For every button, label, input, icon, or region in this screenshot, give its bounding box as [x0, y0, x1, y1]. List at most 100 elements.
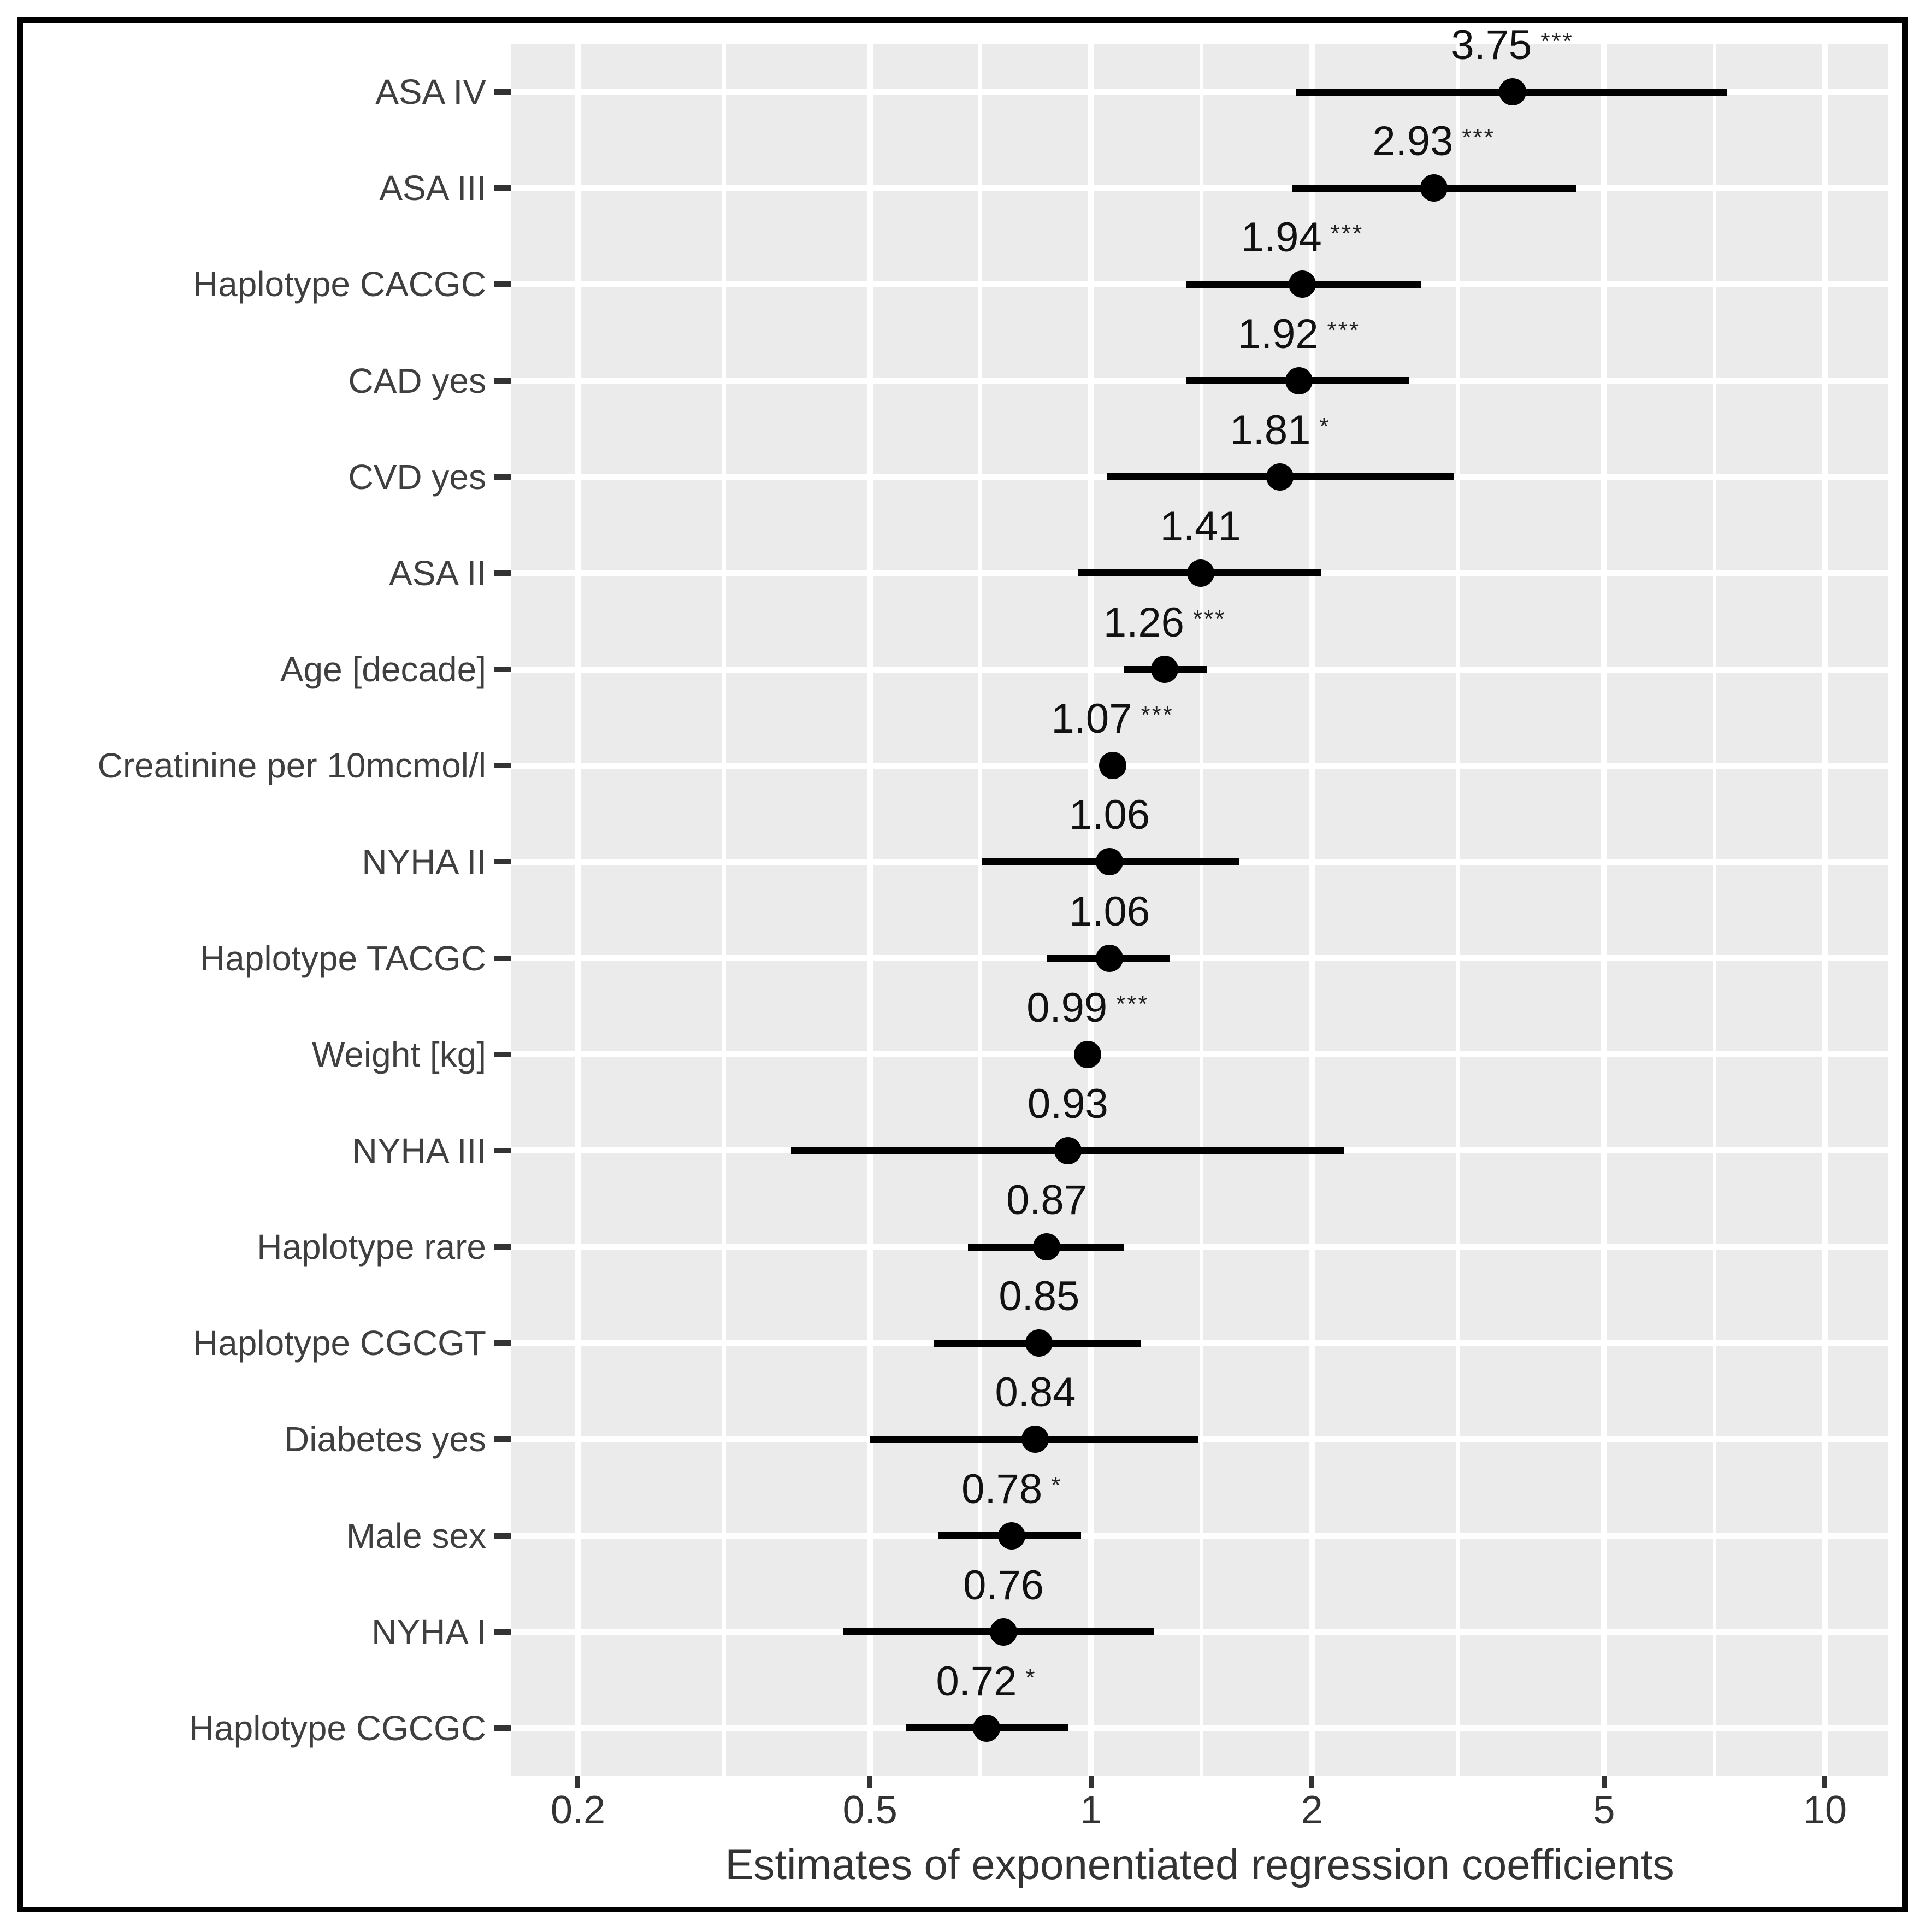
estimate-number: 0.84	[995, 1369, 1076, 1416]
row-label: ASA III	[379, 168, 486, 208]
estimate-value-label: 0.93	[1028, 1081, 1108, 1127]
gridline-vertical-major	[866, 44, 873, 1776]
significance-stars: ***	[1540, 28, 1574, 55]
estimate-dot	[1099, 752, 1126, 780]
estimate-number: 0.72	[936, 1658, 1017, 1705]
row-label: Creatinine per 10mcmol/l	[97, 746, 486, 786]
y-tick-mark	[494, 89, 511, 95]
estimate-dot	[1021, 1426, 1049, 1453]
estimate-number: 2.93	[1372, 118, 1454, 165]
x-tick-label: 2	[1301, 1788, 1323, 1832]
estimate-value-label: 0.76	[963, 1562, 1044, 1609]
row-label: CVD yes	[348, 457, 487, 497]
gridline-vertical-major	[1601, 44, 1608, 1776]
y-tick-mark	[494, 1629, 511, 1635]
estimate-value-label: 1.06	[1069, 792, 1150, 838]
estimate-dot	[1186, 559, 1214, 587]
row-label: NYHA I	[371, 1612, 486, 1652]
estimate-number: 1.41	[1160, 503, 1241, 550]
estimate-number: 1.92	[1237, 310, 1319, 357]
estimate-value-label: 0.84	[995, 1370, 1076, 1416]
x-tick-mark	[1601, 1776, 1607, 1788]
significance-stars: ***	[1462, 124, 1495, 151]
estimate-value-label: 1.41	[1160, 503, 1241, 550]
estimate-dot	[1054, 1136, 1082, 1164]
x-tick-label: 0.2	[550, 1788, 606, 1832]
y-tick-mark	[494, 1147, 511, 1153]
row-label: Haplotype CGCGC	[188, 1708, 486, 1748]
estimate-value-label: 1.06	[1069, 888, 1150, 935]
x-tick-label: 1	[1080, 1788, 1102, 1832]
row-label: Haplotype rare	[257, 1227, 486, 1267]
gridline-vertical-minor	[722, 44, 726, 1776]
estimate-dot	[1074, 1040, 1102, 1068]
x-tick-mark	[1088, 1776, 1094, 1788]
y-tick-mark	[494, 1725, 511, 1731]
significance-stars: ***	[1141, 702, 1174, 729]
significance-stars: ***	[1116, 990, 1149, 1017]
estimate-dot	[1025, 1329, 1053, 1357]
estimate-value-label: 0.99 ***	[1026, 985, 1149, 1037]
gridline-vertical-minor	[978, 44, 983, 1776]
row-label: Male sex	[346, 1516, 486, 1556]
estimate-value-label: 1.94 ***	[1241, 215, 1363, 267]
estimate-dot	[1032, 1233, 1060, 1261]
estimate-dot	[1266, 463, 1294, 491]
gridline-vertical-minor	[1199, 44, 1203, 1776]
plot-border	[17, 17, 1908, 1912]
estimate-value-label: 2.93 ***	[1372, 119, 1495, 170]
estimate-dot	[990, 1618, 1018, 1646]
y-tick-mark	[494, 667, 511, 673]
significance-stars: *	[1025, 1664, 1037, 1691]
significance-stars: ***	[1330, 220, 1364, 248]
x-tick-label: 5	[1593, 1788, 1615, 1832]
gridline-vertical-major	[574, 44, 581, 1776]
estimate-number: 1.06	[1069, 792, 1150, 839]
row-label: Age [decade]	[280, 650, 486, 690]
estimate-dot	[998, 1522, 1026, 1550]
estimate-value-label: 0.72 *	[936, 1658, 1037, 1711]
row-label: ASA IV	[375, 72, 486, 112]
y-tick-mark	[494, 1244, 511, 1250]
y-tick-mark	[494, 281, 511, 287]
estimate-number: 0.87	[1006, 1177, 1087, 1224]
estimate-number: 1.26	[1103, 599, 1184, 646]
row-label: Weight [kg]	[312, 1034, 486, 1074]
estimate-number: 3.75	[1451, 22, 1532, 69]
estimate-dot	[1096, 848, 1124, 876]
y-tick-mark	[494, 570, 511, 576]
y-tick-mark	[494, 763, 511, 769]
y-tick-mark	[494, 1340, 511, 1346]
row-label: NYHA III	[352, 1130, 486, 1170]
estimate-number: 0.99	[1026, 984, 1108, 1031]
estimate-dot	[972, 1714, 1000, 1742]
estimate-value-label: 0.78 *	[961, 1466, 1062, 1518]
estimate-number: 1.94	[1241, 214, 1322, 261]
gridline-vertical-minor	[1713, 44, 1717, 1776]
y-tick-mark	[494, 185, 511, 191]
estimate-number: 1.07	[1051, 696, 1132, 743]
row-label: Diabetes yes	[284, 1419, 486, 1459]
y-tick-mark	[494, 378, 511, 384]
estimate-number: 0.76	[963, 1562, 1044, 1609]
gridline-vertical-major	[1821, 44, 1828, 1776]
y-tick-mark	[494, 955, 511, 961]
significance-stars: *	[1051, 1471, 1062, 1499]
gridline-vertical-minor	[1456, 44, 1460, 1776]
estimate-dot	[1151, 656, 1179, 684]
estimate-dot	[1096, 944, 1124, 972]
estimate-dot	[1285, 367, 1313, 394]
y-tick-mark	[494, 859, 511, 865]
estimate-dot	[1498, 78, 1526, 106]
estimate-value-label: 1.92 ***	[1238, 311, 1360, 363]
estimate-value-label: 0.87	[1006, 1177, 1087, 1223]
estimate-value-label: 1.07 ***	[1052, 696, 1174, 748]
row-label: Haplotype TACGC	[199, 938, 486, 978]
significance-stars: ***	[1192, 605, 1226, 633]
row-label: Haplotype CACGC	[192, 264, 486, 304]
x-tick-mark	[867, 1776, 873, 1788]
estimate-number: 1.81	[1230, 407, 1311, 453]
estimate-value-label: 1.26 ***	[1103, 600, 1226, 652]
estimate-dot	[1288, 270, 1316, 298]
